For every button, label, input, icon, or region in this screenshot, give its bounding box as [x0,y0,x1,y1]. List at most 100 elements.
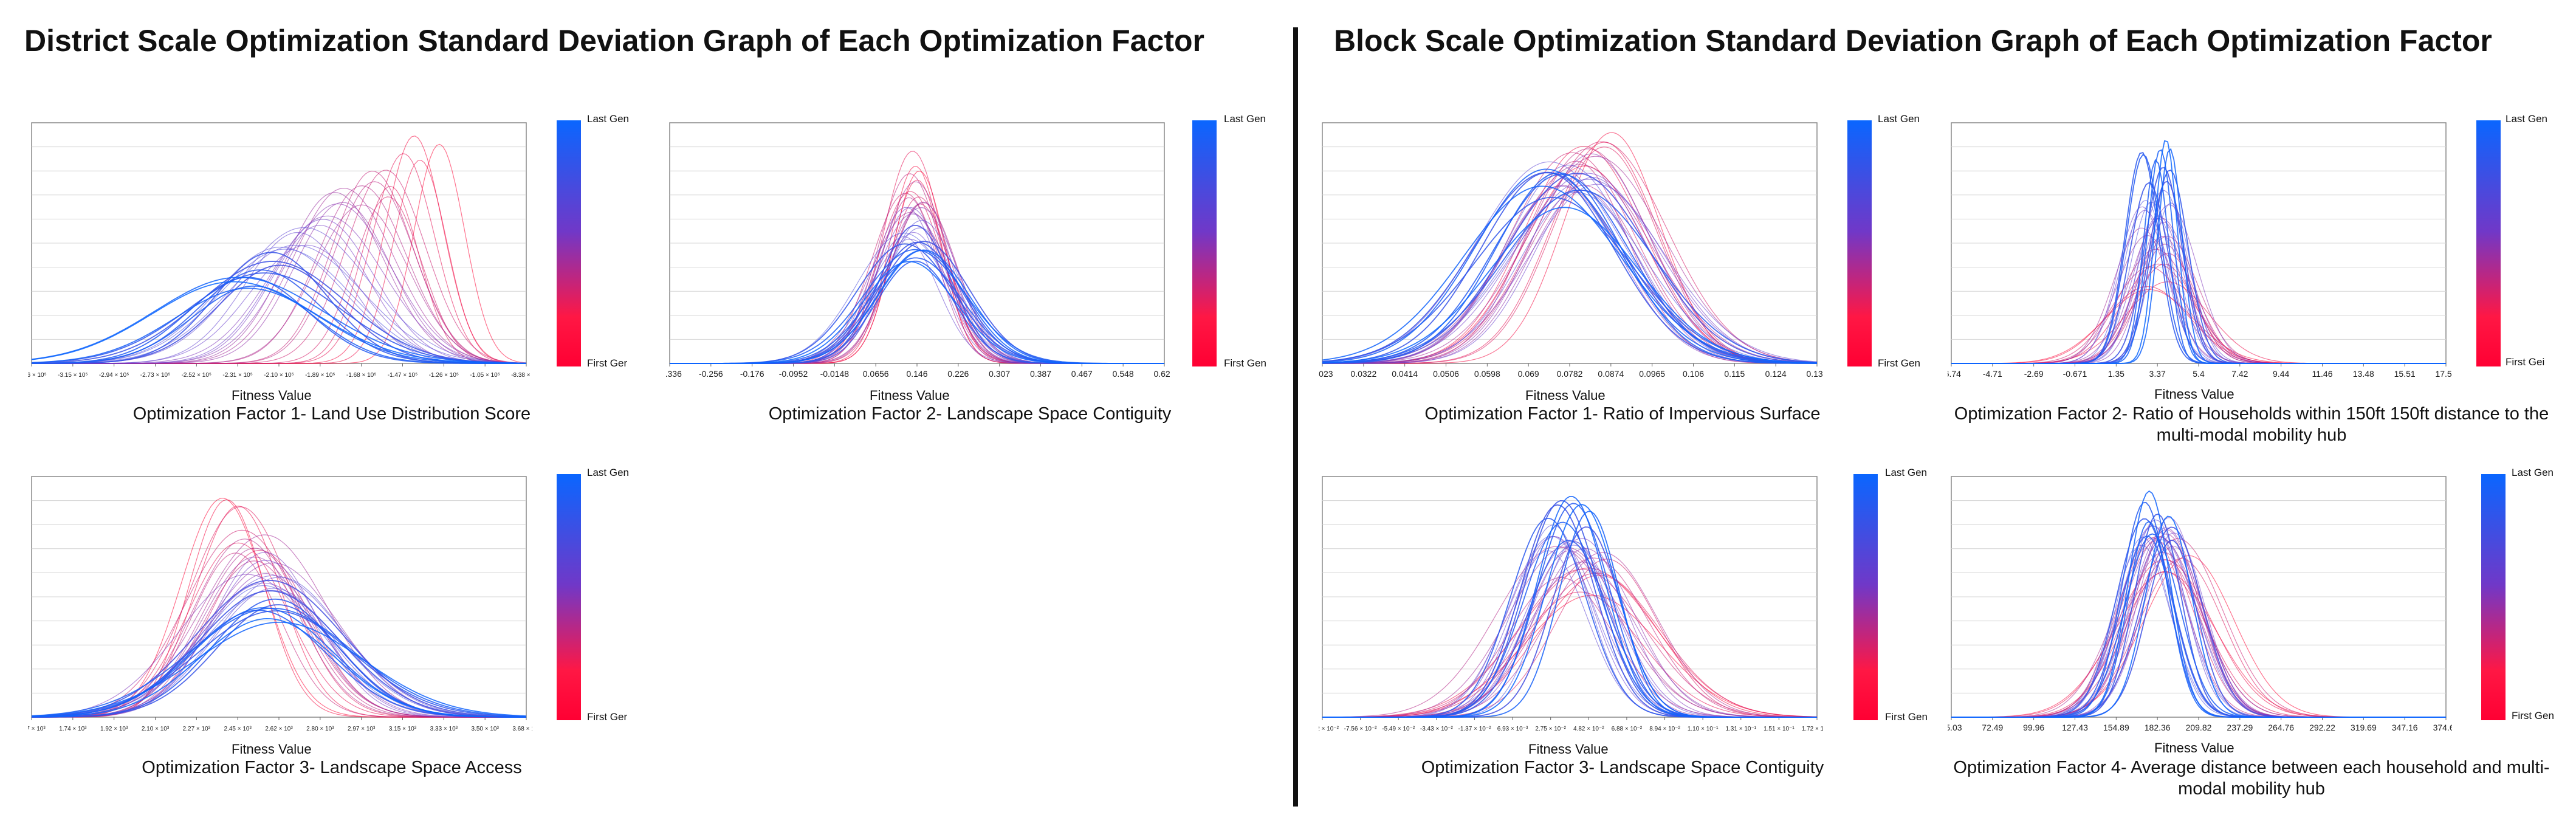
generation-curve [1322,500,1817,718]
x-tick-label: -1.37 × 10⁻² [1458,726,1492,732]
x-tick-label: 237.29 [2227,723,2253,732]
x-axis-label: Fitness Value [2154,387,2234,402]
generation-curve [1951,263,2446,364]
x-tick-label: -2.52 × 10⁵ [182,372,211,379]
x-tick-label: -1.26 × 10⁵ [429,372,459,379]
generation-curve [1322,168,1817,364]
x-tick-label: 0.387 [1030,369,1051,379]
chart-plot: -9.62 × 10⁻² -7.56 × 10⁻² -5.49 × 10⁻² -3.4… [1319,476,1823,732]
x-tick-label: 2.97 × 10³ [348,726,376,732]
x-tick-label: 209.82 [2186,723,2212,732]
section-divider [1293,27,1298,807]
generation-curve [1951,263,2446,364]
generation-curve [1322,173,1818,364]
generation-curve [670,197,1164,364]
colorbar-bottom-label: First Gei [2506,356,2545,368]
generation-curve [1322,526,1817,718]
generation-curve [1322,179,1818,364]
colorbar-bottom-label: First Ger [587,357,628,369]
x-tick-label: 374.62 [2433,723,2452,732]
generation-curve [1322,185,1818,364]
generation-curve [1322,190,1817,364]
x-tick-label: 9.44 [2273,369,2289,379]
colorbar-top-label: Last Gen [1885,467,1927,478]
generation-curve [1322,568,1818,718]
chart-caption: Optimization Factor 4- Average distance … [1953,758,2550,799]
x-tick-label: 0.226 [947,369,969,379]
x-tick-label: 1.31 × 10⁻¹ [1725,726,1756,732]
generation-curve [31,261,527,364]
x-tick-label: 0.0414 [1392,369,1418,379]
colorbar-bottom-label: First Gen [1885,711,1928,723]
x-axis-label: Fitness Value [1528,741,1609,757]
generation-curve [1322,184,1818,364]
x-tick-label: -1.05 × 10⁵ [470,372,500,379]
generation-curve [1322,511,1817,718]
colorbar [2481,474,2506,720]
x-tick-label: 1.74 × 10³ [59,726,87,732]
x-tick-label: 2.45 × 10³ [224,726,252,732]
x-tick-label: 3.50 × 10³ [472,726,500,732]
x-tick-label: 154.89 [2103,723,2129,732]
generation-curve [1322,541,1817,718]
x-tick-label: -4.71 [1983,369,2002,379]
x-tick-label: -3.15 × 10⁵ [58,372,88,379]
x-tick-label: 1.10 × 10⁻¹ [1688,726,1719,732]
generation-curve [670,193,1164,364]
x-tick-label: -2.10 × 10⁵ [264,372,294,379]
x-tick-label: 2.10 × 10³ [142,726,170,732]
chart-caption: Optimization Factor 1- Land Use Distribu… [132,404,531,424]
generation-curve [31,580,526,718]
x-tick-label: 0.115 [1724,369,1745,379]
x-tick-label: -0.671 [2063,369,2087,379]
generation-curve [32,582,527,718]
generation-curve [1322,196,1818,364]
generation-curve [1951,206,2446,364]
x-tick-label: 0.0656 [863,369,889,379]
generation-curve [32,227,527,364]
colorbar-bottom-label: First Gen [2512,710,2554,721]
generation-curve [670,236,1164,364]
colorbar-bottom-label: First Ger [587,711,628,723]
generation-curve [31,607,526,718]
x-tick-label: 0.0782 [1557,369,1583,379]
x-tick-label: 0.0965 [1639,369,1665,379]
x-tick-label: 1.72 × 10⁻¹ [1802,726,1823,732]
x-tick-label: -9.62 × 10⁻² [1319,726,1339,732]
chart-plot: 1.57 × 10³ 1.74 × 10³ 1.92 × 10³ 2.10 × 10³… [28,476,532,732]
x-tick-label: 17.53 [2435,369,2452,379]
x-tick-label: 1.35 [2108,369,2124,379]
generation-curve [670,257,1164,364]
x-tick-label: -0.176 [740,369,764,379]
generation-curve [670,232,1164,364]
x-tick-label: 99.96 [2023,723,2044,732]
generation-curve [1322,559,1818,718]
generation-curve [1322,189,1818,364]
colorbar [1192,120,1217,366]
generation-curve [670,181,1164,364]
generation-curve [31,574,527,718]
generation-curve [1322,537,1817,718]
x-tick-label: 0.146 [906,369,927,379]
generation-curve [1322,185,1817,364]
generation-curve [1322,540,1817,718]
generation-curve [1322,594,1818,718]
generation-curve [31,562,526,718]
x-tick-label: -5.49 × 10⁻² [1382,726,1415,732]
generation-curve [670,207,1164,364]
generation-curve [670,241,1164,364]
generation-curve [1951,215,2446,364]
x-axis-label: Fitness Value [232,741,312,757]
generation-curve [1951,218,2446,364]
block-section-title: Block Scale Optimization Standard Deviat… [1334,24,2492,58]
generation-curve [32,506,526,718]
chart-plot: -6.74 -4.71 -2.69 -0.671 1.35 3.37 5.4 7.42 9.44… [1948,122,2452,379]
generation-curve [670,207,1164,364]
x-tick-label: -3.43 × 10⁻² [1420,726,1454,732]
colorbar-top-label: Last Gen [587,467,629,478]
generation-curve [31,573,526,718]
generation-curve [32,192,527,364]
generation-curve [670,212,1164,364]
x-tick-label: 1.92 × 10³ [100,726,128,732]
generation-curve [670,261,1164,364]
